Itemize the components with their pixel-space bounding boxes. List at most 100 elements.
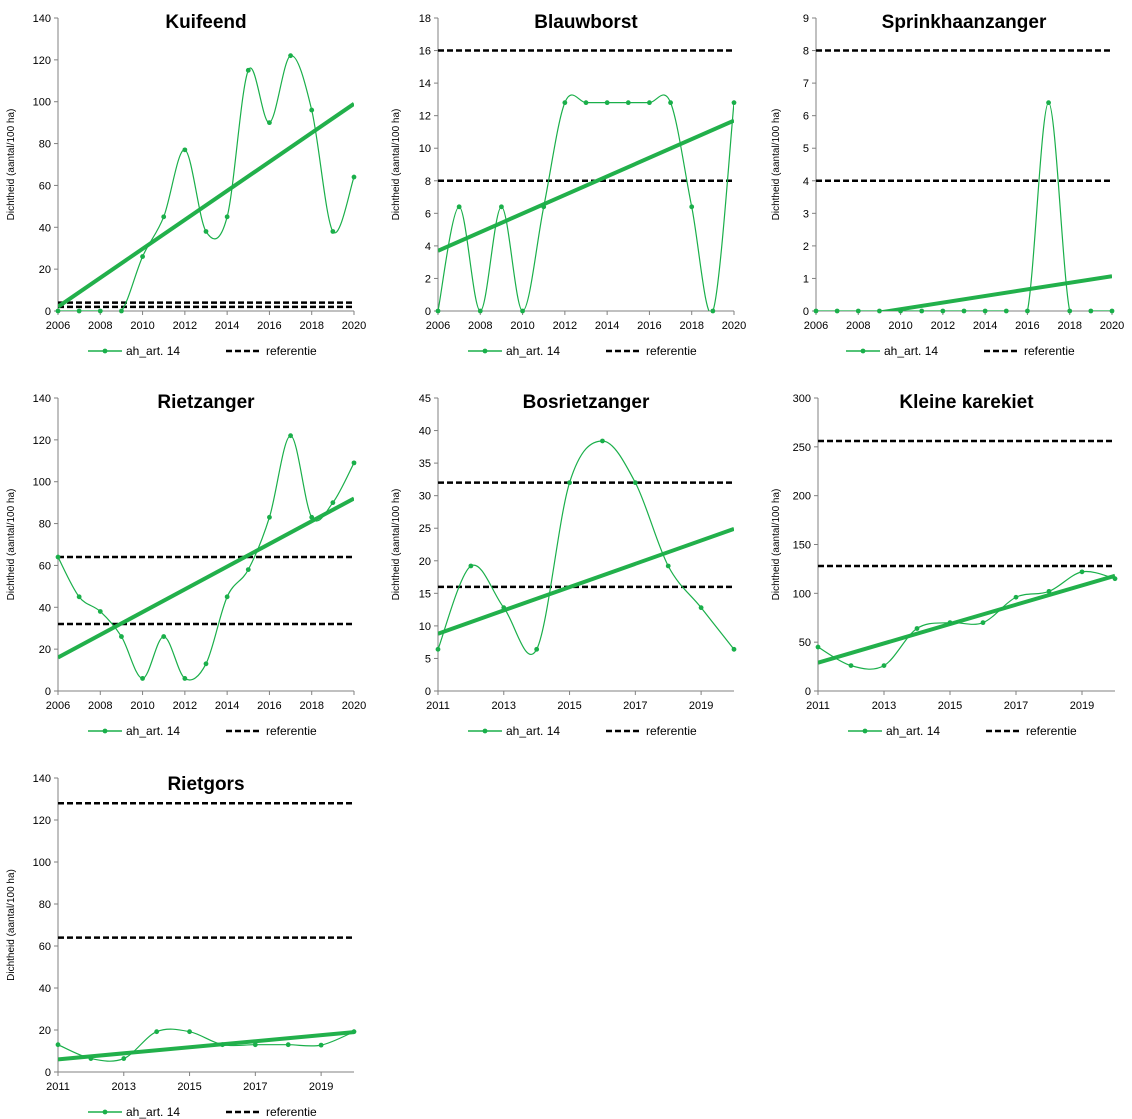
data-point <box>285 1042 291 1048</box>
data-point <box>914 626 920 631</box>
y-tick-label: 6 <box>425 208 431 220</box>
data-point <box>947 620 953 626</box>
data-point <box>267 120 272 126</box>
y-tick-label: 20 <box>39 1025 51 1037</box>
data-point <box>1112 576 1118 582</box>
trend-line <box>58 1030 354 1062</box>
data-point <box>97 308 103 314</box>
series-line <box>438 440 734 655</box>
data-point <box>154 1029 160 1035</box>
y-tick-label: 4 <box>425 241 431 253</box>
y-tick-label: 6 <box>803 111 809 123</box>
data-point <box>97 609 103 614</box>
data-point <box>499 204 504 210</box>
data-point <box>477 308 483 314</box>
y-tick-label: 300 <box>793 393 811 405</box>
y-tick-label: 20 <box>39 644 51 656</box>
y-tick-label: 5 <box>425 653 431 665</box>
series-line <box>818 570 1115 670</box>
data-point <box>1046 588 1052 594</box>
x-tick-label: 2014 <box>215 700 239 712</box>
legend-series-label: ah_art. 14 <box>506 724 560 738</box>
x-tick-label: 2006 <box>804 320 828 332</box>
y-axis-label: Dichtheid (aantal/100 ha) <box>6 109 17 221</box>
data-point <box>1025 308 1030 314</box>
chart-3: 0 1 2 3 4 5 6 7 8 9 2006 2008 2010 2012 2014 2016 2018 20… <box>771 12 1124 358</box>
y-tick-label: 10 <box>419 621 431 633</box>
x-tick-label: 2008 <box>846 320 870 332</box>
data-point <box>665 563 671 569</box>
y-tick-label: 40 <box>39 602 51 614</box>
y-tick-label: 8 <box>425 176 431 188</box>
trend-line <box>818 573 1115 665</box>
x-tick-label: 2010 <box>510 320 534 332</box>
x-tick-label: 2020 <box>342 320 366 332</box>
y-tick-label: 0 <box>803 306 809 318</box>
data-point <box>1079 569 1085 575</box>
data-point <box>834 308 840 314</box>
data-point <box>76 594 82 600</box>
chart-4: 0 20 40 60 80 100 120 140 2006 2008 2010 2012 2014 20… <box>6 392 366 738</box>
data-point <box>224 214 230 220</box>
data-point <box>731 100 737 106</box>
y-tick-label: 80 <box>39 899 51 911</box>
y-tick-label: 0 <box>425 306 431 318</box>
data-point <box>267 514 272 520</box>
legend-series-marker <box>482 348 488 354</box>
y-tick-label: 0 <box>45 306 51 318</box>
data-point <box>187 1029 192 1035</box>
y-axis-label: Dichtheid (aantal/100 ha) <box>391 109 402 221</box>
y-tick-label: 16 <box>419 46 431 58</box>
data-point <box>600 438 605 444</box>
x-tick-label: 2016 <box>637 320 661 332</box>
legend-series-label: ah_art. 14 <box>126 1105 180 1119</box>
y-tick-label: 4 <box>803 176 809 188</box>
x-tick-label: 2020 <box>1100 320 1124 332</box>
x-tick-label: 2018 <box>299 700 323 712</box>
x-tick-label: 2011 <box>806 700 830 712</box>
data-point <box>877 308 882 314</box>
y-axis-label: Dichtheid (aantal/100 ha) <box>391 489 402 601</box>
y-tick-label: 140 <box>33 13 51 25</box>
y-tick-label: 100 <box>793 588 811 600</box>
x-tick-label: 2010 <box>130 320 154 332</box>
legend-series-marker <box>102 1109 108 1115</box>
y-tick-label: 50 <box>799 637 811 649</box>
y-tick-label: 5 <box>803 143 809 155</box>
y-tick-label: 250 <box>793 442 811 454</box>
y-axis-label: Dichtheid (aantal/100 ha) <box>771 489 782 601</box>
x-tick-label: 2010 <box>130 700 154 712</box>
legend-reference-label: referentie <box>646 724 697 738</box>
data-point <box>562 100 568 106</box>
y-tick-label: 35 <box>419 458 431 470</box>
y-tick-label: 80 <box>39 139 51 151</box>
data-point <box>119 308 124 314</box>
y-axis-label: Dichtheid (aantal/100 ha) <box>6 489 17 601</box>
x-tick-label: 2014 <box>215 320 239 332</box>
trend-line <box>875 274 1112 311</box>
legend-series-marker <box>860 348 866 354</box>
legend-series-label: ah_art. 14 <box>884 344 938 358</box>
x-tick-label: 2018 <box>1057 320 1081 332</box>
series-line <box>58 1028 354 1062</box>
y-axis-label: Dichtheid (aantal/100 ha) <box>6 869 17 981</box>
x-tick-label: 2017 <box>623 700 647 712</box>
data-point <box>534 646 540 652</box>
data-point <box>330 500 336 506</box>
y-tick-label: 80 <box>39 519 51 531</box>
trend-line <box>58 102 354 309</box>
y-tick-label: 0 <box>45 686 51 698</box>
data-point <box>456 204 462 210</box>
legend-reference-label: referentie <box>1026 724 1077 738</box>
y-tick-label: 9 <box>803 13 809 25</box>
x-tick-label: 2012 <box>173 700 197 712</box>
data-point <box>55 308 61 314</box>
data-point <box>203 661 209 667</box>
data-point <box>698 605 704 611</box>
chart-6: 0 50 100 150 200 250 300 2011 2013 2015 2017 2019 Di… <box>771 392 1118 738</box>
x-tick-label: 2006 <box>46 320 70 332</box>
data-point <box>224 594 230 600</box>
series-line <box>438 94 734 311</box>
x-tick-label: 2018 <box>299 320 323 332</box>
